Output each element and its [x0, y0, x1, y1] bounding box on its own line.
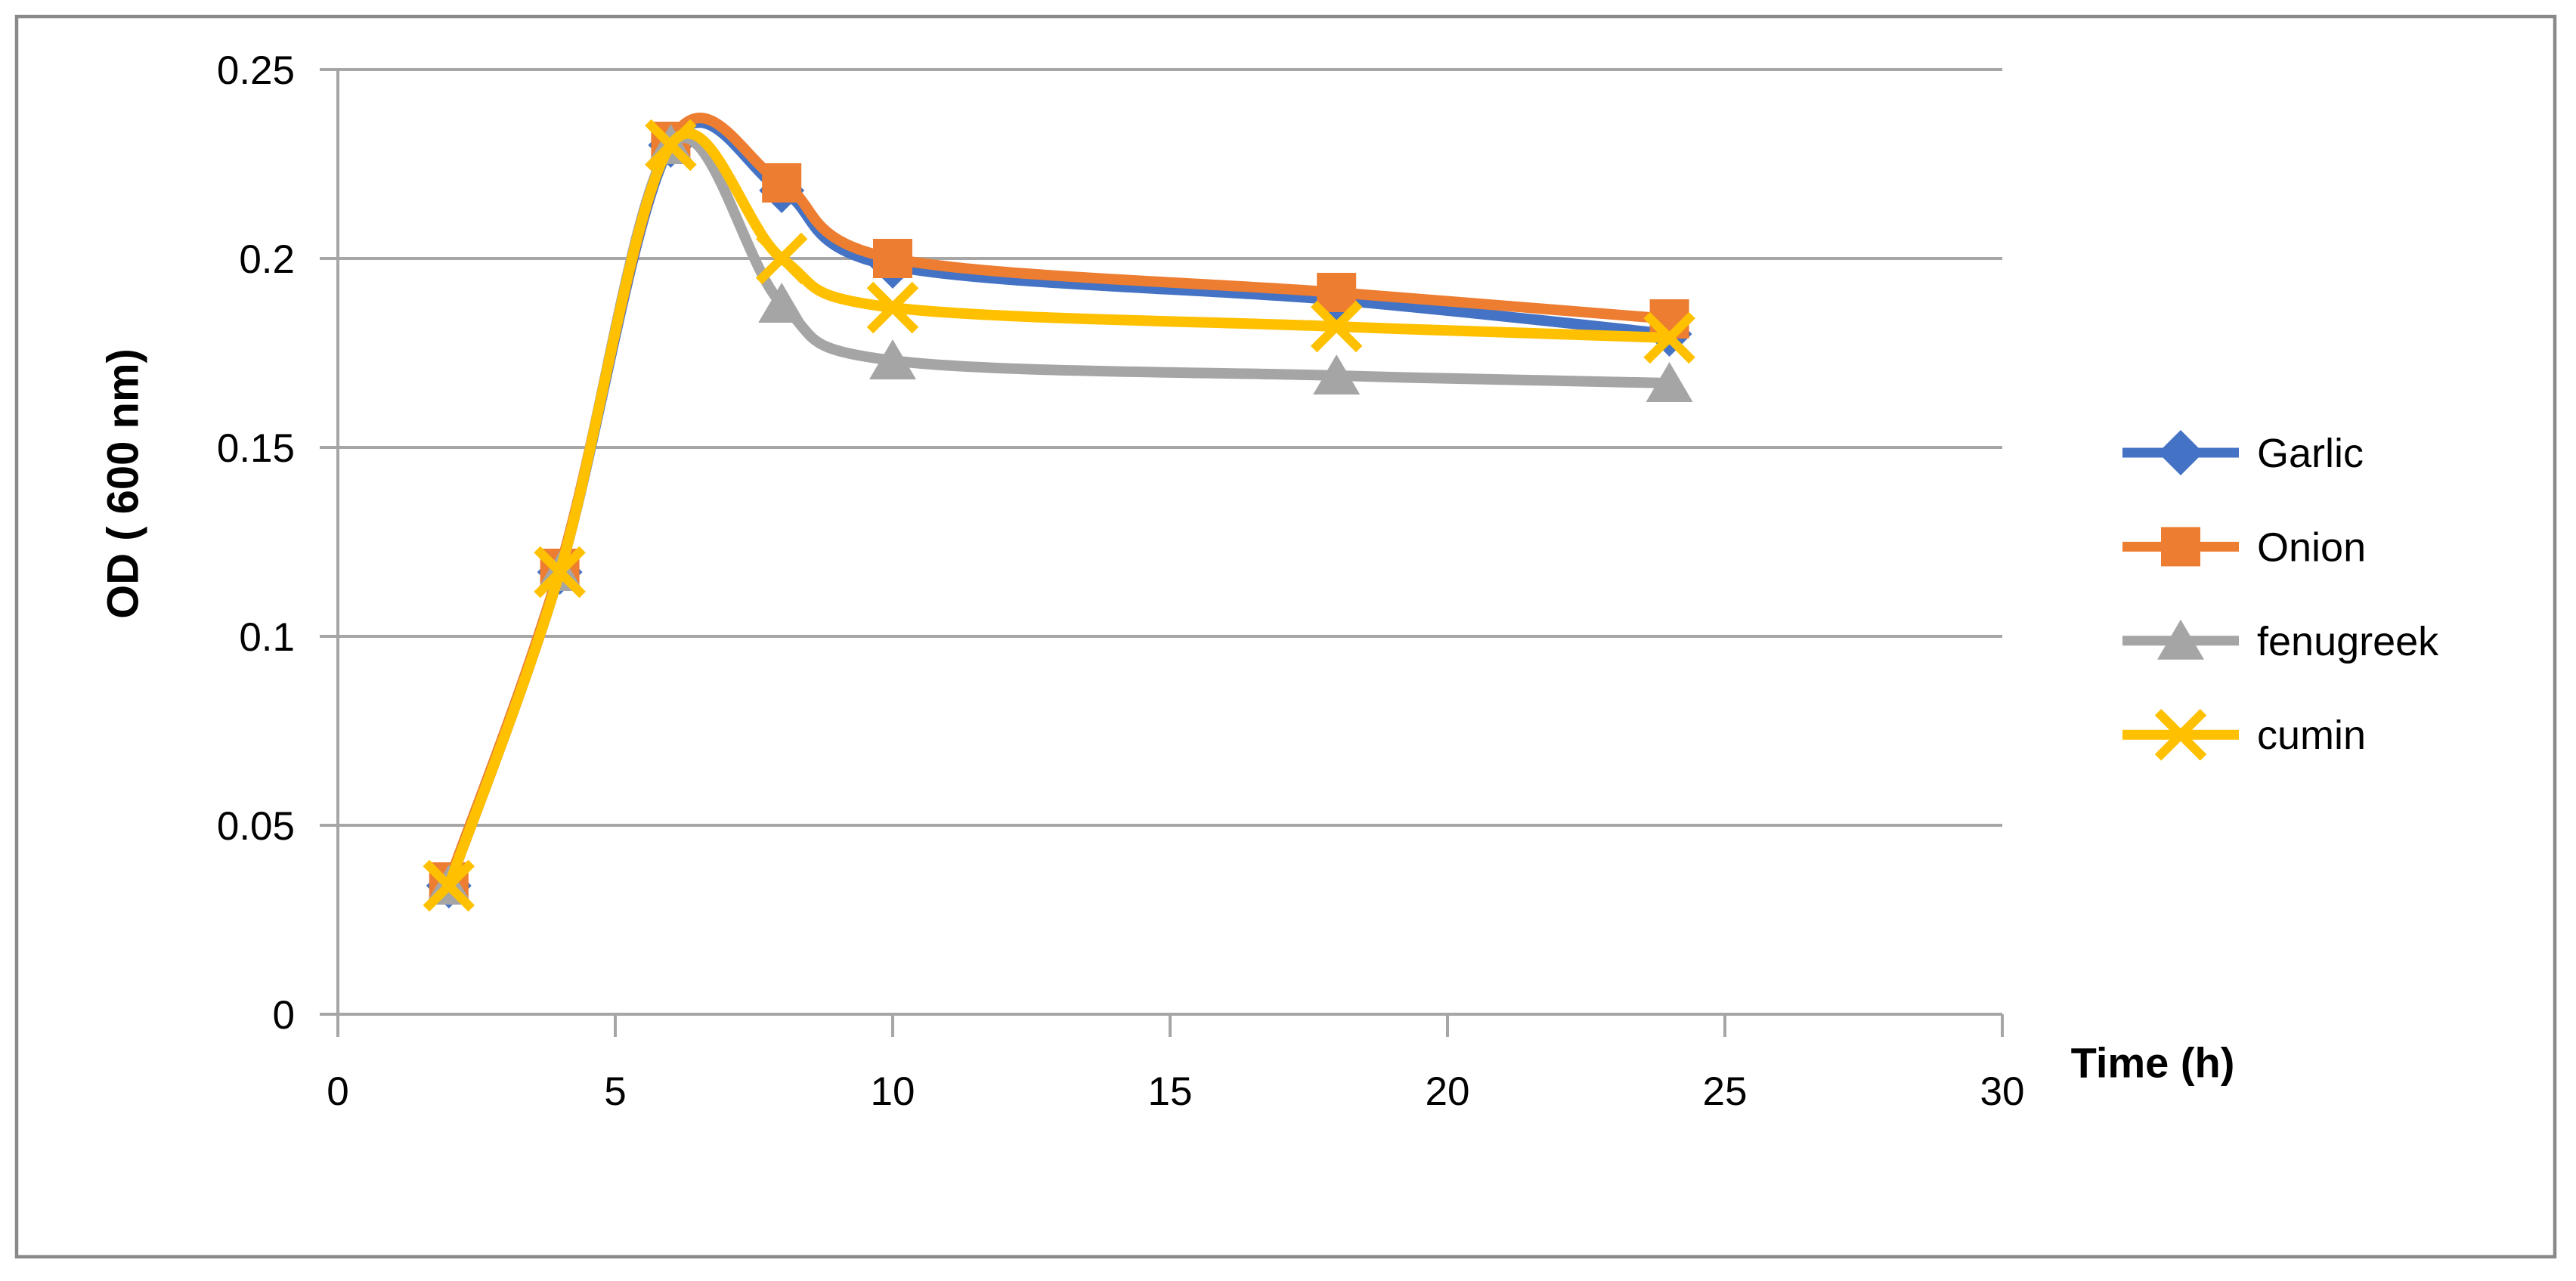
square-marker — [1317, 273, 1357, 312]
legend-item-garlic: Garlic — [2122, 430, 2364, 476]
x-tick-label: 25 — [1703, 1069, 1748, 1114]
square-marker — [762, 163, 802, 203]
x-tick-label: 10 — [871, 1069, 915, 1114]
x-tick-label: 0 — [327, 1069, 348, 1114]
legend-label: cumin — [2257, 713, 2366, 758]
chart-border — [14, 14, 2557, 1259]
x-marker — [866, 281, 919, 334]
y-axis-title: OD ( 600 nm) — [98, 348, 148, 619]
series-fenugreek — [425, 124, 1693, 905]
y-tick-label: 0.25 — [217, 48, 295, 93]
diamond-marker — [2158, 430, 2203, 475]
triangle-marker — [1646, 362, 1693, 402]
x-marker — [645, 119, 697, 172]
series-onion — [429, 113, 1689, 902]
x-tick-label: 30 — [1980, 1069, 2025, 1114]
x-tick-label: 20 — [1426, 1069, 1470, 1114]
square-marker — [873, 239, 912, 278]
square-marker — [2161, 527, 2200, 567]
series-cumin — [423, 119, 1695, 912]
x-tick-label: 5 — [604, 1069, 626, 1114]
legend-label: Garlic — [2257, 431, 2364, 476]
x-marker — [1310, 300, 1363, 353]
series-line — [443, 113, 1675, 887]
x-marker — [423, 859, 475, 912]
triangle-marker — [1313, 354, 1361, 395]
legend-item-onion: Onion — [2122, 524, 2366, 570]
y-tick-label: 0.1 — [239, 615, 295, 660]
x-axis-title: Time (h) — [2070, 1038, 2235, 1087]
x-marker — [755, 232, 808, 285]
triangle-marker — [2157, 619, 2204, 660]
x-marker — [2154, 708, 2207, 761]
y-tick-label: 0.15 — [217, 426, 295, 471]
legend-item-fenugreek: fenugreek — [2122, 619, 2439, 664]
y-tick-label: 0 — [273, 993, 295, 1038]
triangle-marker — [869, 339, 916, 379]
x-marker — [1643, 311, 1695, 364]
series-line — [443, 128, 1675, 891]
series-garlic — [426, 117, 1692, 908]
legend-label: fenugreek — [2257, 619, 2439, 664]
triangle-marker — [758, 283, 806, 323]
y-tick-label: 0.05 — [217, 804, 295, 849]
legend-item-cumin: cumin — [2122, 708, 2366, 761]
y-tick-label: 0.2 — [239, 237, 295, 282]
x-tick-label: 15 — [1148, 1069, 1193, 1114]
x-marker — [534, 546, 586, 599]
legend-label: Onion — [2257, 524, 2366, 570]
